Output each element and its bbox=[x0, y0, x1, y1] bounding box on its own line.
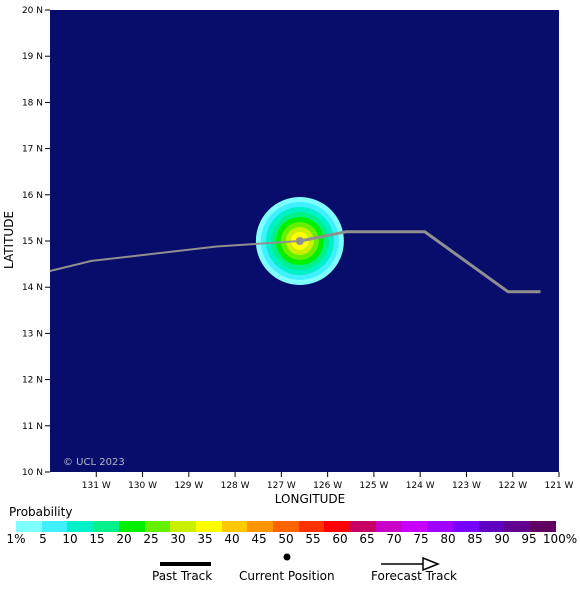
colorbar-label: 65 bbox=[359, 532, 375, 546]
colorbar-label: 25 bbox=[143, 532, 159, 546]
colorbar-swatch bbox=[504, 521, 531, 532]
lon-tick-label: 131 W bbox=[82, 481, 111, 491]
forecast-track-line bbox=[299, 230, 541, 294]
lat-tick-label: 14 N bbox=[22, 283, 43, 293]
lon-tick-label: 124 W bbox=[406, 481, 435, 491]
lat-tick-label: 11 N bbox=[22, 422, 43, 432]
past-track-label: Past Track bbox=[152, 569, 213, 583]
past-track-line bbox=[49, 240, 300, 272]
current-position-key-symbol bbox=[283, 553, 291, 561]
lat-tick-label: 13 N bbox=[22, 329, 43, 339]
colorbar-labels: 1% 5 10 15 20 25 30 35 40 45 50 55 60 65 70 75 80 85 90 95 1… bbox=[0, 532, 580, 548]
colorbar-swatch bbox=[273, 521, 299, 532]
colorbar-swatch bbox=[16, 521, 42, 532]
lat-tick-label: 18 N bbox=[22, 98, 43, 108]
colorbar-swatch bbox=[195, 521, 222, 532]
lon-tick-label: 129 W bbox=[174, 481, 203, 491]
lat-tick-label: 20 N bbox=[22, 6, 43, 16]
colorbar-label: 20 bbox=[116, 532, 132, 546]
colorbar-label: 45 bbox=[251, 532, 267, 546]
colorbar-swatch bbox=[452, 521, 479, 532]
lon-tick-label: 122 W bbox=[498, 481, 527, 491]
lon-tick-label: 125 W bbox=[359, 481, 388, 491]
colorbar-swatch bbox=[324, 521, 351, 532]
colorbar-swatch bbox=[401, 521, 428, 532]
lon-tick-label: 126 W bbox=[313, 481, 342, 491]
colorbar-swatch bbox=[170, 521, 196, 532]
colorbar-label: 90 bbox=[494, 532, 510, 546]
colorbar-label: 80 bbox=[440, 532, 456, 546]
colorbar-swatch bbox=[118, 521, 145, 532]
lat-tick-label: 15 N bbox=[22, 237, 43, 247]
lat-tick-label: 19 N bbox=[22, 52, 43, 62]
colorbar-swatch bbox=[41, 521, 68, 532]
colorbar-swatch bbox=[478, 521, 505, 532]
colorbar-swatch bbox=[530, 521, 556, 532]
lat-tick-label: 16 N bbox=[22, 191, 43, 201]
colorbar-label: 15 bbox=[89, 532, 105, 546]
colorbar-label: 100% bbox=[542, 532, 578, 546]
colorbar-label: 30 bbox=[170, 532, 186, 546]
lon-tick-label: 121 W bbox=[545, 481, 574, 491]
map-axes: 20 N 19 N 18 N 17 N 16 N 15 N 14 N 13 N 12 N 11 N… bbox=[22, 6, 574, 491]
colorbar-swatch bbox=[221, 521, 248, 532]
probability-colorbar bbox=[16, 521, 556, 532]
lon-tick-label: 127 W bbox=[267, 481, 296, 491]
colorbar-label: 85 bbox=[467, 532, 483, 546]
lon-tick-label: 123 W bbox=[452, 481, 481, 491]
colorbar-swatch bbox=[298, 521, 325, 532]
colorbar-label: 5 bbox=[39, 532, 47, 546]
colorbar-label: 35 bbox=[197, 532, 213, 546]
colorbar-swatch bbox=[427, 521, 453, 532]
colorbar-label: 55 bbox=[305, 532, 321, 546]
colorbar-label: 40 bbox=[224, 532, 240, 546]
y-axis-title: LATITUDE bbox=[2, 211, 16, 269]
colorbar-label: 60 bbox=[332, 532, 348, 546]
colorbar-label: 10 bbox=[62, 532, 78, 546]
current-position-label: Current Position bbox=[239, 569, 335, 583]
lat-tick-label: 17 N bbox=[22, 145, 43, 155]
lat-tick-label: 10 N bbox=[22, 468, 43, 478]
forecast-track-key-symbol bbox=[381, 556, 441, 572]
x-axis-title: LONGITUDE bbox=[275, 492, 345, 506]
colorbar-swatch bbox=[67, 521, 94, 532]
copyright-watermark: © UCL 2023 bbox=[63, 457, 125, 468]
colorbar-label: 95 bbox=[521, 532, 537, 546]
colorbar-swatch bbox=[375, 521, 402, 532]
track-layer bbox=[49, 230, 541, 294]
forecast-track-label: Forecast Track bbox=[371, 569, 457, 583]
colorbar-label: 1% bbox=[6, 532, 26, 546]
colorbar-swatch bbox=[247, 521, 274, 532]
lat-tick-label: 12 N bbox=[22, 376, 43, 386]
colorbar-label: 70 bbox=[386, 532, 402, 546]
colorbar-swatch bbox=[350, 521, 376, 532]
legend-title: Probability bbox=[9, 505, 73, 519]
colorbar-label: 50 bbox=[278, 532, 294, 546]
colorbar-swatch bbox=[144, 521, 171, 532]
current-position-marker bbox=[295, 237, 304, 245]
colorbar-label: 75 bbox=[413, 532, 429, 546]
lon-tick-label: 128 W bbox=[221, 481, 250, 491]
colorbar-swatch bbox=[93, 521, 119, 532]
lon-tick-label: 130 W bbox=[128, 481, 157, 491]
